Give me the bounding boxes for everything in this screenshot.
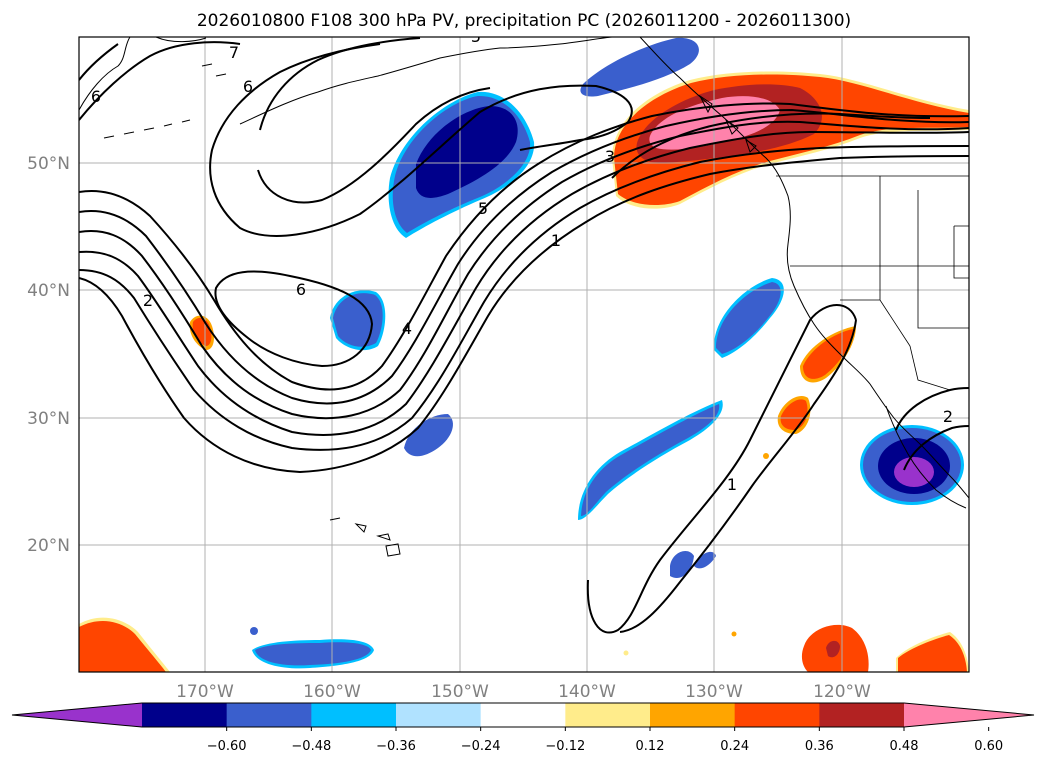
lon-label: 160°W <box>303 682 361 702</box>
pv-contour-6-closed <box>214 270 374 368</box>
lon-label: 130°W <box>685 682 743 702</box>
colorbar-segment <box>650 703 736 727</box>
coastline-baja <box>885 405 967 509</box>
colorbar-segment <box>819 703 905 727</box>
pv-contour-d <box>79 130 969 436</box>
colorbar-tick-label: 0.60 <box>974 739 1003 754</box>
lat-label: 50°N <box>27 154 70 174</box>
pv-contour-6-north <box>79 43 119 81</box>
longitude-labels: 170°W 160°W 150°W 140°W 130°W 120°W <box>176 682 871 702</box>
precip-blob-hawaii-east <box>670 551 716 578</box>
lat-label: 30°N <box>27 409 70 429</box>
colorbar-tick-label: 0.36 <box>805 739 834 754</box>
map-frame <box>78 36 970 673</box>
pv-contour-1-outer <box>619 319 857 633</box>
pv-contour-c <box>79 120 969 420</box>
pv-contour-a <box>79 102 969 391</box>
colorbar-tick-label: −0.24 <box>461 739 501 754</box>
contour-label: 5 <box>478 199 488 218</box>
pv-contours <box>79 37 969 634</box>
lon-label: 140°W <box>558 682 616 702</box>
colorbar-segment <box>734 703 820 727</box>
colorbar-segment <box>480 703 566 727</box>
colorbar-tick-label: −0.48 <box>291 739 331 754</box>
contour-label: 7 <box>229 43 239 62</box>
contour-label: 5 <box>471 27 481 46</box>
coastline-hawaii <box>329 517 401 557</box>
contour-label: 3 <box>605 147 615 166</box>
colorbar-tick-label: 0.24 <box>720 739 749 754</box>
precip-blob-gulf-alaska <box>580 37 699 97</box>
colorbar-tick-label: −0.60 <box>207 739 247 754</box>
pv-contour-2-east <box>895 387 969 471</box>
pv-contour-5-inner <box>257 87 491 204</box>
contour-label: 4 <box>402 319 412 338</box>
figure-title: 2026010800 F108 300 hPa PV, precipitatio… <box>197 11 851 31</box>
pv-contour-7 <box>79 41 241 121</box>
colorbar-segment <box>226 703 312 727</box>
pv-contour-3 <box>611 112 931 179</box>
lon-label: 120°W <box>813 682 871 702</box>
lon-label: 170°W <box>176 682 234 702</box>
lat-label: 40°N <box>27 281 70 301</box>
colorbar: −0.60 −0.48 −0.36 −0.24 −0.12 0.12 0.24 0.36 0.4… <box>11 702 1035 754</box>
borders <box>776 175 969 391</box>
colorbar-tick-label: −0.36 <box>376 739 416 754</box>
pv-contour-b <box>79 108 969 405</box>
contour-label: 2 <box>143 291 153 310</box>
contour-label: 6 <box>243 77 253 96</box>
colorbar-extend-low <box>12 703 142 727</box>
colorbar-segment <box>311 703 397 727</box>
colorbar-segment <box>565 703 651 727</box>
contour-label: 2 <box>943 407 953 426</box>
map-panel: 7 6 6 6 5 5 4 3 2 2 1 1 <box>78 27 970 673</box>
colorbar-outline <box>11 702 1035 728</box>
contour-label: 6 <box>296 280 306 299</box>
lat-label: 20°N <box>27 536 70 556</box>
coastline-alaska <box>79 37 613 125</box>
colorbar-tick-label: −0.12 <box>545 739 585 754</box>
colorbar-segment <box>142 703 228 727</box>
pv-contour-5-wrap <box>209 43 633 237</box>
pv-contour-1-inner <box>586 304 857 634</box>
contour-label: 6 <box>91 87 101 106</box>
lon-label: 150°W <box>431 682 489 702</box>
colorbar-tick-label: 0.48 <box>890 739 919 754</box>
contour-label: 1 <box>727 475 737 494</box>
pv-contour-2 <box>79 155 969 474</box>
coastlines <box>79 37 969 557</box>
colorbar-tick-label: 0.12 <box>636 739 665 754</box>
precip-blob-32n <box>404 414 453 457</box>
pv-contour-6-trough <box>259 37 421 131</box>
latitude-labels: 50°N 40°N 30°N 20°N <box>27 154 70 556</box>
pv-contour-labels: 7 6 6 6 5 5 4 3 2 2 1 1 <box>91 27 953 494</box>
colorbar-segment <box>396 703 482 727</box>
coastline-aleutians <box>103 63 227 139</box>
pv-contour-e <box>79 145 969 451</box>
contour-label: 1 <box>551 231 561 250</box>
colorbar-extend-high <box>904 703 1034 727</box>
